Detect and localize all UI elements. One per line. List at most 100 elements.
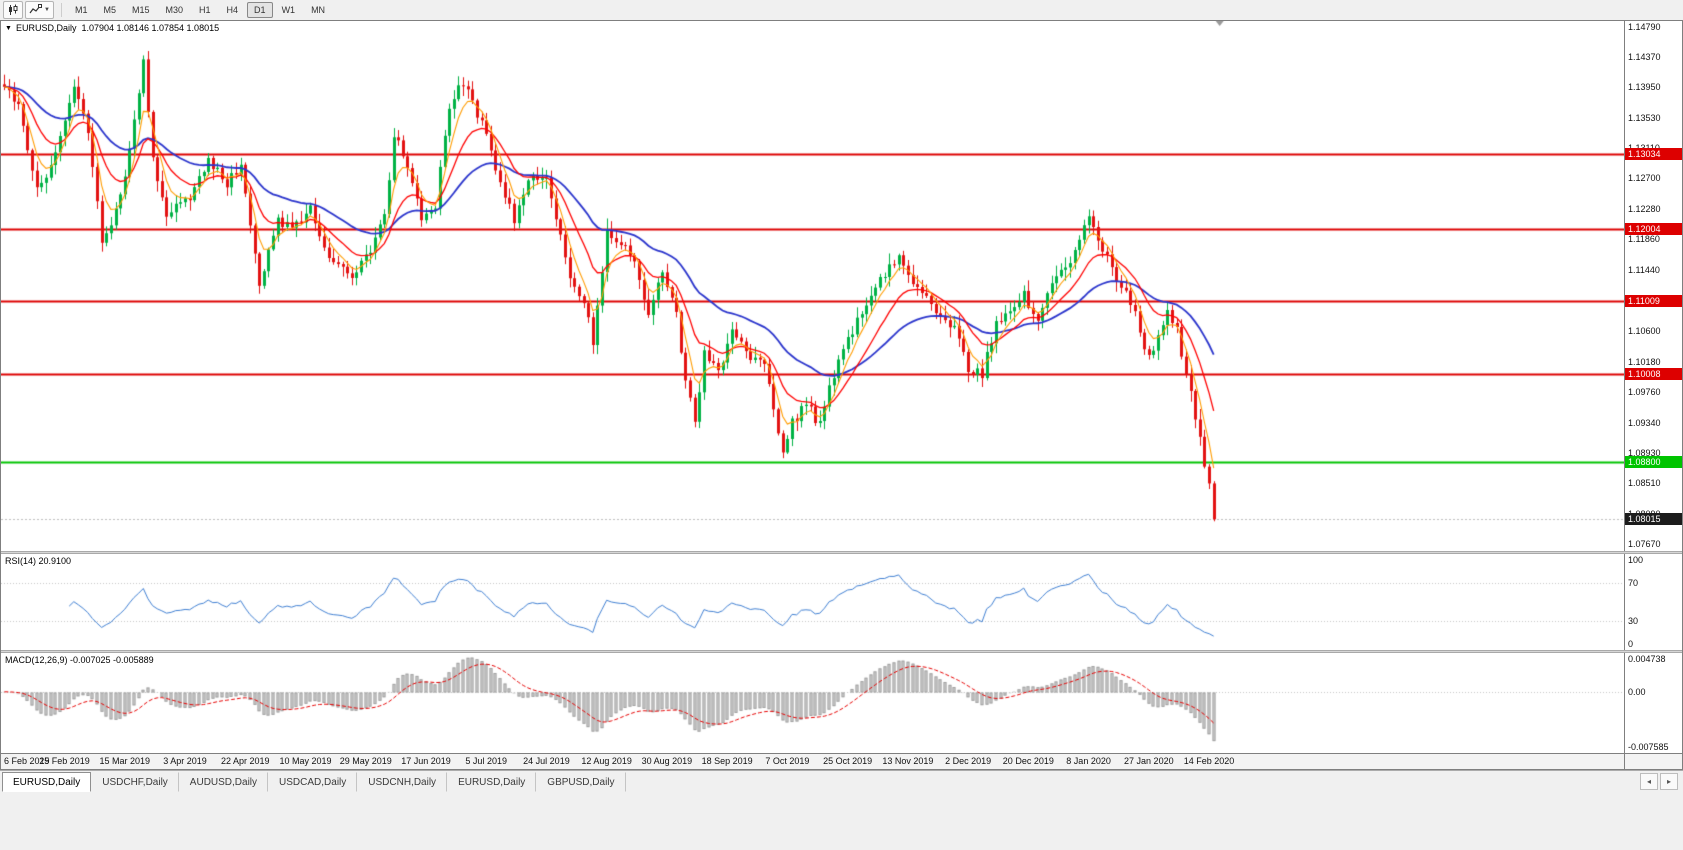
price-scale-label: 1.08510 <box>1628 478 1661 489</box>
tab-label: USDCNH,Daily <box>368 776 437 788</box>
timeframe-button-m5[interactable]: M5 <box>103 5 116 15</box>
macd-pane: MACD(12,26,9) -0.007025 -0.005889 <box>1 653 1624 753</box>
top-toolbar: ▼ M1 M5 M15 M30 H1 H4 D1 W1 MN <box>0 0 1683 20</box>
chart-ohlc-values: 1.07904 1.08146 1.07854 1.08015 <box>81 23 220 33</box>
date-label: 30 Aug 2019 <box>641 756 693 766</box>
chart-header: ▼ EURUSD,Daily 1.07904 1.08146 1.07854 1… <box>5 23 219 33</box>
chart-tab-usdcad-daily[interactable]: USDCAD,Daily <box>268 772 358 792</box>
date-label: 14 Feb 2020 <box>1183 756 1235 766</box>
toolbar-separator <box>60 3 62 17</box>
date-label: 5 Jul 2019 <box>465 756 507 766</box>
date-label: 6 Feb 2019 <box>4 756 50 766</box>
date-label: 20 Dec 2019 <box>1002 756 1054 766</box>
tab-label: AUDUSD,Daily <box>189 776 258 788</box>
date-axis[interactable]: 6 Feb 2019 25 Feb 2019 15 Mar 2019 3 Apr 20… <box>1 753 1624 769</box>
timeframe-button-m1[interactable]: M1 <box>74 5 88 15</box>
chart-tab-gbpusd-daily[interactable]: GBPUSD,Daily <box>536 772 626 792</box>
chart-tab-bar: EURUSD,Daily USDCHF,Daily AUDUSD,Daily U… <box>0 770 1683 792</box>
timeframe-button-h4[interactable]: H4 <box>226 5 239 15</box>
tab-scroll-right-button[interactable]: ▸ <box>1660 773 1678 790</box>
tab-label: USDCHF,Daily <box>102 776 168 788</box>
date-label: 27 Jan 2020 <box>1124 756 1174 766</box>
price-scale-label: 1.08930 <box>1628 447 1661 458</box>
price-scale-label: 1.11860 <box>1628 234 1660 245</box>
date-label: 3 Apr 2019 <box>163 756 207 766</box>
price-level-label: 1.08800 <box>1625 456 1682 469</box>
timeframe-button-mn[interactable]: MN <box>311 5 326 15</box>
macd-canvas[interactable] <box>1 653 1624 753</box>
tab-label: EURUSD,Daily <box>13 776 81 788</box>
tab-label: USDCAD,Daily <box>279 776 347 788</box>
status-strip <box>0 792 1683 850</box>
price-level-label: 1.11009 <box>1625 295 1682 308</box>
pane-splitter[interactable] <box>1 551 1682 554</box>
rsi-canvas[interactable] <box>1 554 1624 650</box>
macd-scale-label: -0.007585 <box>1628 742 1669 752</box>
price-scale-label: 1.14370 <box>1628 51 1661 62</box>
rsi-pane: RSI(14) 20.9100 <box>1 554 1624 650</box>
price-axis[interactable]: 1.147901.143701.139501.135301.131101.127… <box>1624 21 1682 551</box>
price-scale-label: 1.14790 <box>1628 22 1661 32</box>
date-label: 25 Oct 2019 <box>823 756 873 766</box>
current-price-label: 1.08015 <box>1625 513 1682 526</box>
price-scale-label: 1.10600 <box>1628 326 1661 337</box>
tab-scroll-left-button[interactable]: ◂ <box>1640 773 1658 790</box>
date-label: 24 Jul 2019 <box>523 756 570 766</box>
rsi-header: RSI(14) 20.9100 <box>5 556 71 566</box>
main-chart-canvas[interactable] <box>1 21 1624 551</box>
rsi-scale-label: 100 <box>1628 555 1644 565</box>
price-level-label: 1.10008 <box>1625 368 1682 381</box>
tab-label: EURUSD,Daily <box>458 776 526 788</box>
tab-scroll-controls: ◂ ▸ <box>1640 773 1681 792</box>
date-label: 7 Oct 2019 <box>765 756 810 766</box>
price-scale-label: 1.10180 <box>1628 356 1661 367</box>
chart-window: ▼ EURUSD,Daily 1.07904 1.08146 1.07854 1… <box>0 20 1683 770</box>
tab-label: GBPUSD,Daily <box>547 776 615 788</box>
price-scale-label: 1.09340 <box>1628 417 1661 428</box>
chart-type-button[interactable] <box>3 1 23 19</box>
chart-tools-icon <box>29 4 42 14</box>
pane-splitter-2[interactable] <box>1 650 1682 653</box>
timeframe-button-w1[interactable]: W1 <box>281 5 296 15</box>
date-label: 10 May 2019 <box>279 756 332 766</box>
rsi-scale-label: 30 <box>1628 616 1639 627</box>
chart-tab-usdchf-daily[interactable]: USDCHF,Daily <box>91 772 179 792</box>
main-chart-pane: ▼ EURUSD,Daily 1.07904 1.08146 1.07854 1… <box>1 21 1624 551</box>
macd-header: MACD(12,26,9) -0.007025 -0.005889 <box>5 655 154 665</box>
chart-tools-dropdown-button[interactable]: ▼ <box>25 1 54 19</box>
price-scale-label: 1.09760 <box>1628 387 1661 398</box>
axis-corner <box>1624 753 1682 769</box>
price-level-label: 1.12004 <box>1625 222 1682 235</box>
chevron-down-icon: ▼ <box>44 7 50 13</box>
price-scale-label: 1.12700 <box>1628 173 1661 184</box>
timeframe-button-m15[interactable]: M15 <box>131 5 150 15</box>
chart-menu-arrow-icon[interactable]: ▼ <box>5 24 12 32</box>
date-label: 15 Mar 2019 <box>99 756 151 766</box>
rsi-scale-label: 0 <box>1628 639 1634 649</box>
price-scale-label: 1.13950 <box>1628 82 1661 93</box>
macd-axis[interactable]: 0.004738 0.00 -0.007585 <box>1624 653 1682 753</box>
timeframe-button-d1[interactable]: D1 <box>247 2 273 18</box>
scroll-right-icon: ▸ <box>1666 777 1671 786</box>
timeframe-button-h1[interactable]: H1 <box>199 5 211 15</box>
rsi-label: RSI(14) 20.9100 <box>5 556 72 566</box>
candlestick-chart-icon <box>9 4 18 15</box>
macd-scale-label: 0.00 <box>1628 686 1646 697</box>
chart-tab-eurusd-daily[interactable]: EURUSD,Daily <box>2 772 92 792</box>
date-label: 12 Aug 2019 <box>581 756 632 766</box>
date-label: 8 Jan 2020 <box>1066 756 1111 766</box>
price-scale-label: 1.11440 <box>1628 264 1660 275</box>
chart-tab-audusd-daily[interactable]: AUDUSD,Daily <box>179 772 269 792</box>
date-label: 22 Apr 2019 <box>220 756 270 766</box>
rsi-axis[interactable]: 100 70 30 0 <box>1624 554 1682 650</box>
date-label: 25 Feb 2019 <box>39 756 90 766</box>
date-label: 13 Nov 2019 <box>882 756 934 766</box>
timeframe-button-m30[interactable]: M30 <box>165 5 184 15</box>
rsi-scale-label: 70 <box>1628 577 1639 588</box>
chart-tab-eurusd-daily-2[interactable]: EURUSD,Daily <box>447 772 537 792</box>
macd-label: MACD(12,26,9) -0.007025 -0.005889 <box>5 655 154 665</box>
scroll-left-icon: ◂ <box>1646 777 1651 786</box>
chart-tab-usdcnh-daily[interactable]: USDCNH,Daily <box>357 772 448 792</box>
macd-scale-label: 0.004738 <box>1628 654 1666 664</box>
